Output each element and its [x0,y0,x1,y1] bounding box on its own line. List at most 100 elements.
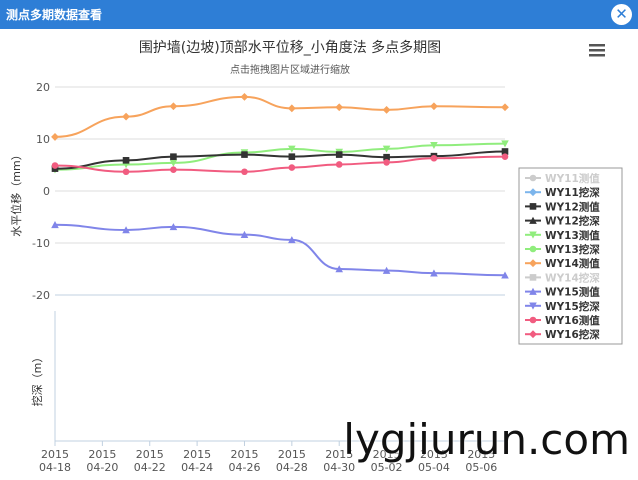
data-point [430,154,438,162]
x-tick-date: 05-06 [465,461,497,474]
legend-item[interactable]: WY12测值 [525,200,600,213]
x-tick-date: 04-30 [323,461,355,474]
data-point [501,271,509,279]
data-point [383,159,390,166]
x-tick-year: 2015 [420,448,448,461]
data-point [335,265,344,273]
data-point [335,151,343,158]
chart-series [51,92,509,279]
watermark: lygjiurun.com [343,415,630,464]
x-tick-year: 2015 [467,448,495,461]
data-point [169,159,178,167]
hamburger-menu-icon[interactable] [589,44,605,57]
data-point [170,153,177,160]
x-tick-date: 04-22 [134,461,166,474]
x-tick-date: 04-18 [39,461,71,474]
series-line [54,150,506,170]
x-tick-year: 2015 [88,448,116,461]
data-point [240,92,249,101]
window-titlebar: 测点多期数据查看 ✕ [0,0,638,29]
x-tick-date: 05-04 [418,461,450,474]
data-point [122,112,130,121]
data-point [51,133,59,141]
series-WY15测值 [51,221,509,279]
y-tick-label: -10 [32,237,50,250]
legend-item[interactable]: WY11测值 [525,172,600,185]
legend-label: WY12挖深 [545,215,600,228]
x-tick-year: 2015 [325,448,353,461]
data-point [241,151,248,158]
data-point [122,157,130,164]
legend-label: WY13测值 [545,229,600,242]
x-tick-date: 05-02 [371,461,403,474]
legend-label: WY14测值 [545,257,600,270]
legend-item[interactable]: WY16挖深 [525,328,600,341]
legend-item[interactable]: WY16测值 [525,314,600,327]
legend-item[interactable]: WY11挖深 [525,186,600,199]
data-point [382,105,391,114]
legend-marker [529,188,537,197]
legend-item[interactable]: WY14测值 [525,257,600,270]
data-point [430,269,438,277]
data-point [382,266,391,274]
legend-item[interactable]: WY13测值 [525,229,600,242]
x-tick-date: 04-28 [276,461,308,474]
data-point [169,223,178,231]
data-point [122,168,130,176]
y-axis-title-displacement: 水平位移（mm） [9,149,23,236]
data-point [288,164,296,171]
legend-marker [529,216,537,224]
legend-marker [529,231,537,239]
chart-axes: 20100-10-20201504-18201504-20201504-2220… [32,81,505,474]
legend-marker [529,245,537,253]
data-point [335,161,343,168]
chart-subtitle: 点击拖拽图片区域进行缩放 [230,63,350,76]
series-line [54,223,506,277]
chart-legend[interactable]: WY11测值WY11挖深WY12测值WY12挖深WY13测值WY13挖深WY14… [518,167,623,345]
data-point [501,148,509,155]
x-tick-date: 04-20 [86,461,118,474]
y-tick-label: 10 [36,133,50,146]
data-point [288,153,296,160]
legend-label: WY16测值 [545,314,600,327]
x-tick-year: 2015 [41,448,69,461]
legend-marker [529,287,537,295]
legend-item[interactable]: WY15挖深 [525,300,600,313]
data-point [241,168,248,176]
close-button[interactable]: ✕ [611,4,632,25]
data-point [240,230,249,238]
legend-marker [529,302,537,310]
legend-marker [529,316,537,324]
window-title: 测点多期数据查看 [6,8,103,22]
data-point [51,162,59,169]
y-tick-label: 20 [36,81,50,94]
data-point [169,102,178,111]
data-point [122,226,130,234]
data-point [501,153,509,160]
data-point [501,103,509,112]
y-tick-label: -20 [32,289,50,302]
multi-period-chart[interactable]: 围护墙(边坡)顶部水平位移_小角度法 多点多期图 点击拖拽图片区域进行缩放 20… [0,29,638,480]
legend-item[interactable]: WY13挖深 [525,243,600,256]
legend-item[interactable]: WY12挖深 [525,215,600,228]
legend-label: WY15挖深 [545,300,600,313]
data-point [288,236,296,244]
y-tick-label: 0 [43,185,50,198]
x-tick-date: 04-26 [228,461,260,474]
data-point [287,104,296,113]
chart-grid [55,86,505,296]
x-tick-year: 2015 [183,448,211,461]
data-point [335,103,344,112]
x-tick-year: 2015 [136,448,164,461]
close-icon: ✕ [615,5,628,23]
data-point [430,141,438,150]
legend-marker [529,274,537,281]
legend-item[interactable]: WY15测值 [525,286,600,299]
data-point [288,145,296,153]
y-axis-title-depth: 挖深（m） [30,352,44,407]
legend-item[interactable]: WY14挖深 [525,271,600,284]
series-WY16测值 [51,153,509,176]
legend-label: WY16挖深 [545,328,600,341]
chart-title: 围护墙(边坡)顶部水平位移_小角度法 多点多期图 [139,39,441,56]
series-WY12测值 [51,148,509,172]
